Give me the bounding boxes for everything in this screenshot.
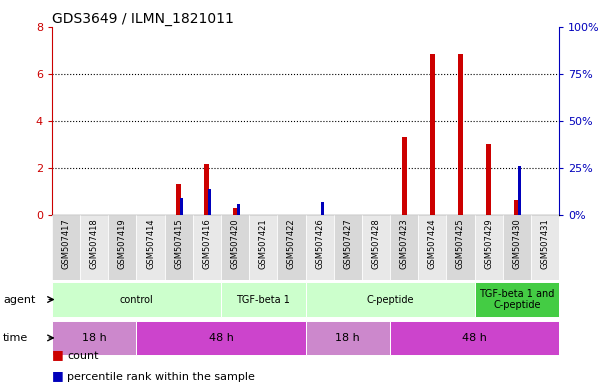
Bar <box>514 200 519 215</box>
Text: GSM507428: GSM507428 <box>371 218 381 269</box>
Text: GSM507422: GSM507422 <box>287 218 296 269</box>
Bar <box>164 215 193 280</box>
Text: ■: ■ <box>52 348 64 361</box>
Bar <box>390 215 418 280</box>
Bar <box>362 215 390 280</box>
Text: C-peptide: C-peptide <box>366 295 414 305</box>
Text: 48 h: 48 h <box>462 333 487 343</box>
Text: GSM507416: GSM507416 <box>202 218 211 269</box>
Text: count: count <box>67 351 99 361</box>
Bar <box>249 215 277 280</box>
Text: GSM507425: GSM507425 <box>456 218 465 269</box>
Bar <box>475 282 559 317</box>
Text: ■: ■ <box>52 369 64 382</box>
Text: GSM507427: GSM507427 <box>343 218 353 269</box>
Bar <box>390 321 559 355</box>
Text: GSM507418: GSM507418 <box>90 218 99 269</box>
Bar <box>233 208 238 215</box>
Bar <box>108 215 136 280</box>
Bar <box>475 215 503 280</box>
Text: GSM507424: GSM507424 <box>428 218 437 269</box>
Text: GSM507423: GSM507423 <box>400 218 409 269</box>
Bar <box>306 321 390 355</box>
Bar <box>306 215 334 280</box>
Bar <box>486 144 491 215</box>
Text: control: control <box>120 295 153 305</box>
Text: GSM507414: GSM507414 <box>146 218 155 269</box>
Bar <box>531 215 559 280</box>
Bar <box>176 184 181 215</box>
Bar <box>208 189 211 215</box>
Bar <box>193 215 221 280</box>
Bar <box>447 215 475 280</box>
Bar <box>180 198 183 215</box>
Text: 48 h: 48 h <box>208 333 233 343</box>
Text: TGF-beta 1 and
C-peptide: TGF-beta 1 and C-peptide <box>479 289 555 310</box>
Text: GSM507421: GSM507421 <box>258 218 268 269</box>
Text: GSM507429: GSM507429 <box>484 218 493 269</box>
Text: GSM507426: GSM507426 <box>315 218 324 269</box>
Text: agent: agent <box>3 295 35 305</box>
Text: GSM507431: GSM507431 <box>541 218 549 269</box>
Bar <box>518 166 521 215</box>
Text: TGF-beta 1: TGF-beta 1 <box>236 295 290 305</box>
Bar <box>221 282 306 317</box>
Bar <box>418 215 447 280</box>
Bar <box>136 215 164 280</box>
Text: percentile rank within the sample: percentile rank within the sample <box>67 372 255 382</box>
Bar <box>52 215 80 280</box>
Text: GSM507430: GSM507430 <box>512 218 521 269</box>
Bar <box>80 215 108 280</box>
Bar <box>52 321 136 355</box>
Text: GSM507417: GSM507417 <box>62 218 70 269</box>
Bar <box>503 215 531 280</box>
Bar <box>236 204 240 215</box>
Bar <box>221 215 249 280</box>
Text: time: time <box>3 333 28 343</box>
Text: 18 h: 18 h <box>335 333 360 343</box>
Bar <box>321 202 324 215</box>
Text: GDS3649 / ILMN_1821011: GDS3649 / ILMN_1821011 <box>52 12 234 25</box>
Text: 18 h: 18 h <box>82 333 106 343</box>
Bar <box>458 54 463 215</box>
Bar <box>401 137 407 215</box>
Bar <box>136 321 306 355</box>
Bar <box>430 54 435 215</box>
Bar <box>204 164 210 215</box>
Text: GSM507415: GSM507415 <box>174 218 183 269</box>
Text: GSM507419: GSM507419 <box>118 218 127 269</box>
Bar <box>334 215 362 280</box>
Text: GSM507420: GSM507420 <box>230 218 240 269</box>
Bar <box>306 282 475 317</box>
Bar <box>277 215 306 280</box>
Bar <box>52 282 221 317</box>
